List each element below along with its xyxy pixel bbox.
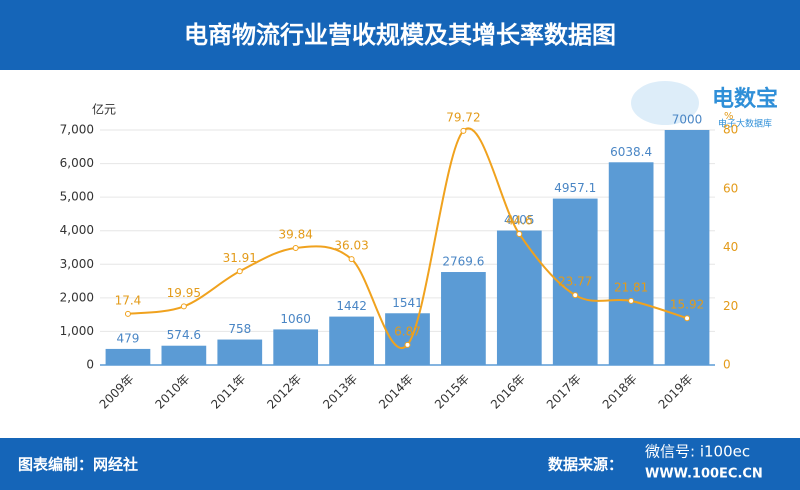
line-label: 44.6: [506, 213, 533, 227]
footer-band: [0, 438, 800, 490]
y-tick-label: 6,000: [60, 156, 94, 170]
bar-label: 4957.1: [554, 181, 596, 195]
header-band: [0, 0, 800, 70]
y-tick-label: 5,000: [60, 190, 94, 204]
line-label: 36.03: [334, 239, 368, 253]
line-point: [236, 268, 243, 275]
bar: [105, 348, 151, 365]
line-point: [572, 292, 579, 299]
line-point: [460, 127, 467, 134]
line-label: 79.72: [446, 110, 480, 124]
bar-label: 479: [117, 331, 140, 345]
site: WWW.100EC.CN: [645, 467, 763, 482]
bar-label: 574.6: [167, 328, 201, 342]
line-label: 6.87: [394, 324, 421, 338]
watermark: 微信号: i100ec: [645, 443, 750, 461]
line-label: 15.92: [670, 298, 704, 312]
line-point: [124, 310, 131, 317]
bar-label: 6038.4: [610, 145, 652, 159]
chart-title: 电商物流行业营收规模及其增长率数据图: [184, 21, 616, 49]
y-tick-label: 2,000: [60, 290, 94, 304]
y2-tick-label: 60: [723, 181, 738, 195]
bar-label: 1060: [280, 312, 311, 326]
bar-label: 758: [228, 322, 251, 336]
line-point: [404, 341, 411, 348]
bar: [217, 339, 263, 365]
bar: [552, 198, 598, 365]
y2-tick-label: 0: [723, 358, 731, 372]
line-label: 21.81: [614, 280, 648, 294]
y-tick-label: 1,000: [60, 324, 94, 338]
bar: [273, 329, 319, 365]
y2-tick-label: 20: [723, 299, 738, 313]
y-tick-label: 0: [86, 358, 94, 372]
logo-name: 电数宝: [712, 86, 778, 112]
bar-label: 2769.6: [442, 255, 484, 269]
line-label: 23.77: [558, 275, 592, 289]
line-point: [628, 297, 635, 304]
y-axis-unit: 亿元: [92, 102, 116, 117]
bar: [496, 230, 542, 365]
line-point: [180, 303, 187, 310]
bar: [329, 316, 374, 365]
y-tick-label: 4,000: [60, 223, 94, 237]
y2-tick-label: 40: [723, 240, 738, 254]
y2-tick-label: 80: [723, 123, 738, 137]
line-label: 39.84: [279, 227, 313, 241]
bar-label: 1442: [336, 299, 367, 313]
line-point: [516, 230, 523, 237]
line-label: 31.91: [223, 251, 257, 265]
logo-sub: 电子大数据库: [718, 118, 772, 130]
line-label: 19.95: [167, 286, 201, 300]
bar-label: 7000: [672, 113, 703, 127]
line-point: [292, 244, 299, 251]
y-tick-label: 3,000: [60, 257, 94, 271]
bar: [385, 313, 430, 365]
y2-axis-unit: %: [724, 111, 734, 122]
line-point: [348, 256, 355, 263]
footer-right: 数据来源：: [548, 456, 623, 474]
bar: [608, 162, 654, 365]
bar: [664, 130, 710, 365]
y-tick-label: 7,000: [60, 123, 94, 137]
bar: [441, 272, 486, 365]
line-label: 17.4: [115, 293, 142, 307]
footer-left: 图表编制：网经社: [18, 456, 138, 474]
bar: [161, 345, 207, 365]
logo-cloud: [631, 81, 699, 125]
line-point: [684, 315, 691, 322]
bar-label: 1541: [392, 296, 423, 310]
